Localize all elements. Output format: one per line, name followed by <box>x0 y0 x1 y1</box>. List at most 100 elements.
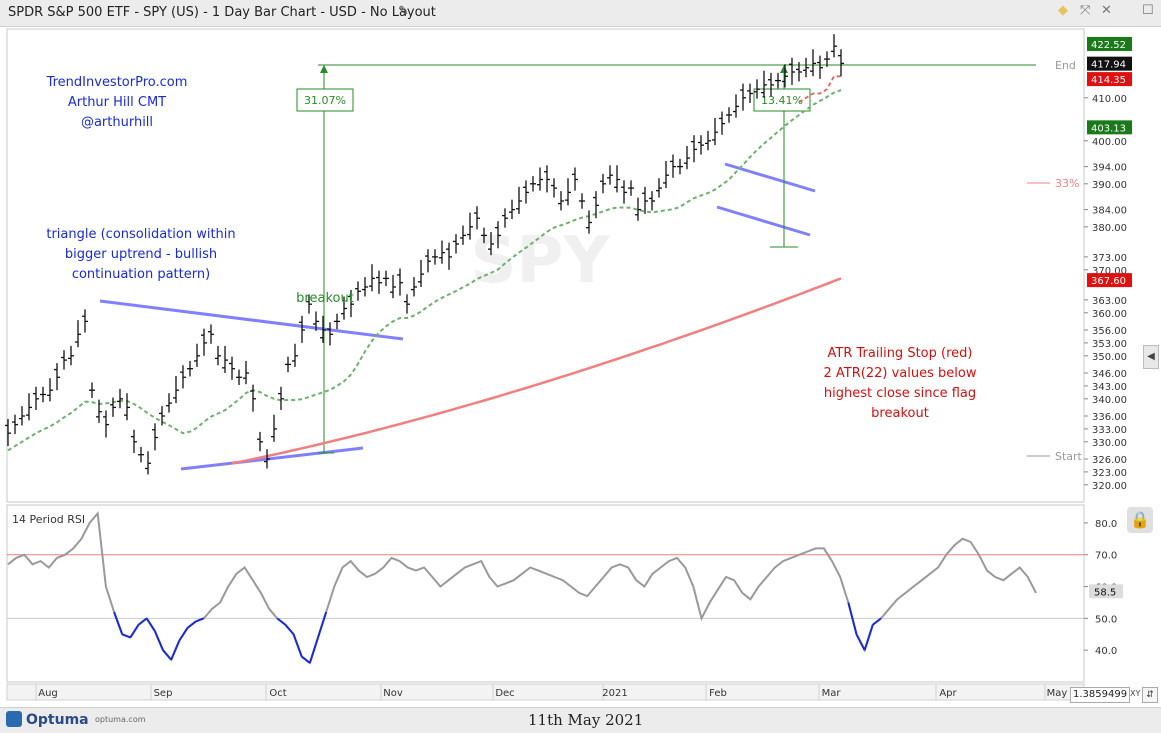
optuma-logo: Optuma <box>6 711 89 728</box>
price-bar <box>446 242 452 270</box>
price-bar <box>635 197 641 221</box>
price-bar <box>768 72 774 97</box>
rsi-oversold-segment <box>121 633 131 639</box>
month-label: Nov <box>383 688 403 699</box>
price-tick-label: 336.00 <box>1092 412 1127 423</box>
price-bar <box>159 406 165 426</box>
rsi-title: 14 Period RSI <box>12 513 85 526</box>
rsi-oversold-segment <box>292 633 303 657</box>
price-bar <box>215 345 221 366</box>
price-bar <box>733 94 739 118</box>
price-bar <box>152 423 158 451</box>
price-bar <box>677 158 683 175</box>
price-bar <box>250 384 256 412</box>
price-bar <box>831 34 837 58</box>
price-tick-label: 350.00 <box>1092 352 1127 363</box>
price-bar <box>796 62 802 82</box>
chart-svg[interactable]: SPY 31.07% 13.41% TrendInvestorPro.com A… <box>0 27 1161 707</box>
price-pane <box>6 28 1085 503</box>
pin-icon[interactable]: ⤧ <box>1080 3 1091 18</box>
price-bar <box>460 225 466 245</box>
measure-arrow-1 <box>320 65 328 73</box>
price-tick-label: 356.00 <box>1092 326 1127 337</box>
price-tick-label: 370.00 <box>1092 266 1127 277</box>
price-bar <box>341 296 347 320</box>
price-bar <box>194 343 200 367</box>
price-bar <box>124 393 130 421</box>
price-bar <box>558 191 564 211</box>
month-label: Aug <box>38 688 58 699</box>
month-label: Mar <box>822 688 842 699</box>
rsi-oversold-segments <box>113 602 882 664</box>
time-axis: Aug Sep Oct Nov Dec 2021 Feb Mar Apr May <box>35 684 1067 700</box>
price-tick-label: 360.00 <box>1092 309 1127 320</box>
zoom-input[interactable]: 1.3859499 <box>1070 687 1130 703</box>
atr-note-3: highest close since flag <box>824 386 976 401</box>
rsi-oversold-segment <box>308 637 319 664</box>
price-bar <box>586 210 592 234</box>
atr-stop-line <box>798 75 841 103</box>
rsi-oversold-segment <box>178 627 189 642</box>
price-bar <box>656 178 662 198</box>
price-badge-label: 422.52 <box>1091 40 1126 51</box>
price-bar <box>754 79 760 99</box>
price-bar <box>5 419 11 447</box>
price-tick-label: 410.00 <box>1092 94 1127 105</box>
rsi-tick-label: 50.0 <box>1095 614 1117 625</box>
price-bar <box>824 51 830 67</box>
rsi-oversold-segment <box>284 624 295 635</box>
price-tick-label: 384.00 <box>1092 206 1127 217</box>
price-bar <box>96 399 102 423</box>
price-bar <box>173 376 179 404</box>
price-bar <box>33 386 39 410</box>
price-bar <box>166 393 172 413</box>
xy-toggle[interactable]: XY <box>1130 689 1141 698</box>
price-tick-label: 363.00 <box>1092 296 1127 307</box>
price-bar <box>376 270 382 294</box>
price-bar <box>68 345 74 366</box>
price-bar <box>649 191 655 211</box>
price-bar <box>593 191 599 219</box>
price-bar <box>355 281 361 301</box>
price-bar <box>229 356 235 380</box>
rsi-oversold-segment <box>855 633 866 651</box>
price-bar <box>334 313 340 330</box>
price-tick-label: 326.00 <box>1092 455 1127 466</box>
rsi-oversold-segment <box>195 617 205 623</box>
price-bar <box>663 161 669 189</box>
price-tick-label: 353.00 <box>1092 339 1127 350</box>
price-bar <box>54 363 60 391</box>
price-badge <box>1087 72 1132 87</box>
month-label: Feb <box>709 688 727 699</box>
price-bar <box>348 290 354 318</box>
price-bar <box>362 277 368 297</box>
diamond-icon[interactable]: ◆ <box>1058 3 1068 18</box>
measure-label-1: 31.07% <box>304 94 346 107</box>
price-bar <box>474 206 480 230</box>
price-bar <box>614 165 620 193</box>
price-bar <box>278 386 284 410</box>
lock-icon[interactable]: 🔒 <box>1127 507 1153 533</box>
price-tick-label: 340.00 <box>1092 395 1127 406</box>
collapse-panel-button[interactable]: ◀ <box>1143 345 1159 369</box>
close-icon[interactable]: ✕ <box>1101 3 1112 18</box>
rsi-oversold-segment <box>113 611 124 635</box>
pencil-icon[interactable]: ✎ <box>398 4 409 19</box>
price-bar <box>47 378 53 402</box>
rsi-oversold-segment <box>170 640 181 661</box>
price-bar <box>698 135 704 155</box>
price-badge <box>1087 120 1132 135</box>
price-badge-label: 414.35 <box>1091 75 1126 86</box>
scale-icon[interactable]: ⇵ <box>1142 687 1158 703</box>
price-bar <box>103 410 109 438</box>
price-bar <box>432 249 438 265</box>
rsi-oversold-segment <box>863 624 874 651</box>
price-bar <box>138 446 144 463</box>
price-bar <box>467 212 473 240</box>
price-bar <box>61 350 67 370</box>
rsi-tick-label: 70.0 <box>1095 551 1117 562</box>
price-bar <box>264 449 270 469</box>
ma200-line <box>231 277 842 465</box>
maximize-icon[interactable]: ☐ <box>1142 3 1154 18</box>
price-bar <box>271 414 277 442</box>
